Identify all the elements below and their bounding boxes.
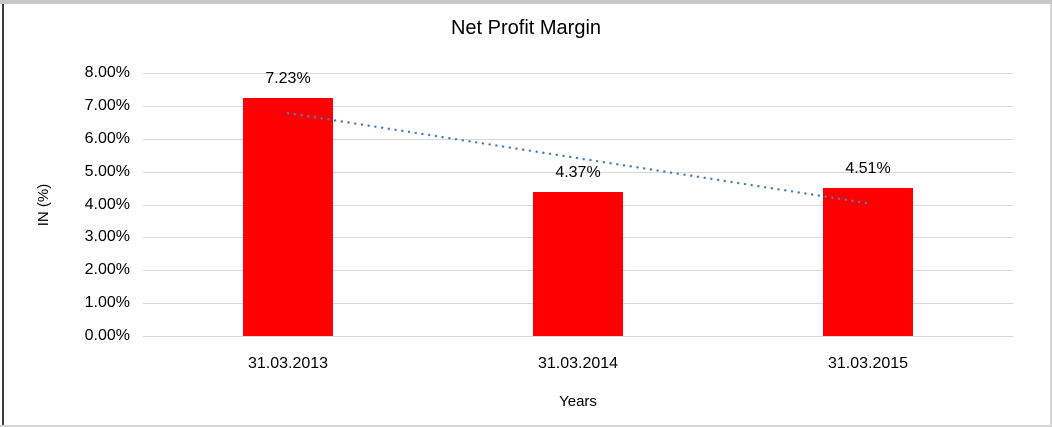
data-label: 7.23% [265, 70, 311, 88]
frame-edge-top [0, 0, 1052, 4]
y-tick-label: 5.00% [84, 162, 130, 180]
y-tick-label: 1.00% [84, 294, 130, 312]
frame-edge-bottom [0, 425, 1052, 427]
trendline [286, 111, 870, 205]
bar-31.03.2013 [243, 98, 333, 336]
x-category-label: 31.03.2014 [537, 355, 619, 372]
gridline [143, 336, 1013, 337]
data-label: 4.37% [555, 164, 601, 182]
y-tick-label: 4.00% [84, 195, 130, 213]
frame-edge-right [1050, 4, 1052, 427]
gridline [143, 105, 1013, 107]
y-tick-label: 8.00% [84, 64, 130, 81]
x-axis-title: Years [559, 393, 597, 410]
bar-31.03.2014 [533, 192, 623, 336]
frame-edge-left [2, 4, 4, 425]
gridline [143, 171, 1013, 173]
y-tick-label: 7.00% [84, 96, 130, 114]
x-category-label: 31.03.2013 [247, 355, 329, 372]
gridline [143, 138, 1013, 140]
x-category-label: 31.03.2015 [827, 355, 909, 372]
y-tick-label: 6.00% [84, 129, 130, 147]
data-label: 4.51% [845, 159, 891, 177]
chart-title: Net Profit Margin [450, 17, 602, 39]
y-tick-label: 0.00% [84, 327, 130, 344]
y-tick-label: 2.00% [84, 261, 130, 279]
plot-area [143, 73, 1013, 337]
y-tick-label: 3.00% [84, 228, 130, 246]
bar-31.03.2015 [823, 187, 913, 336]
gridline [143, 73, 1013, 74]
